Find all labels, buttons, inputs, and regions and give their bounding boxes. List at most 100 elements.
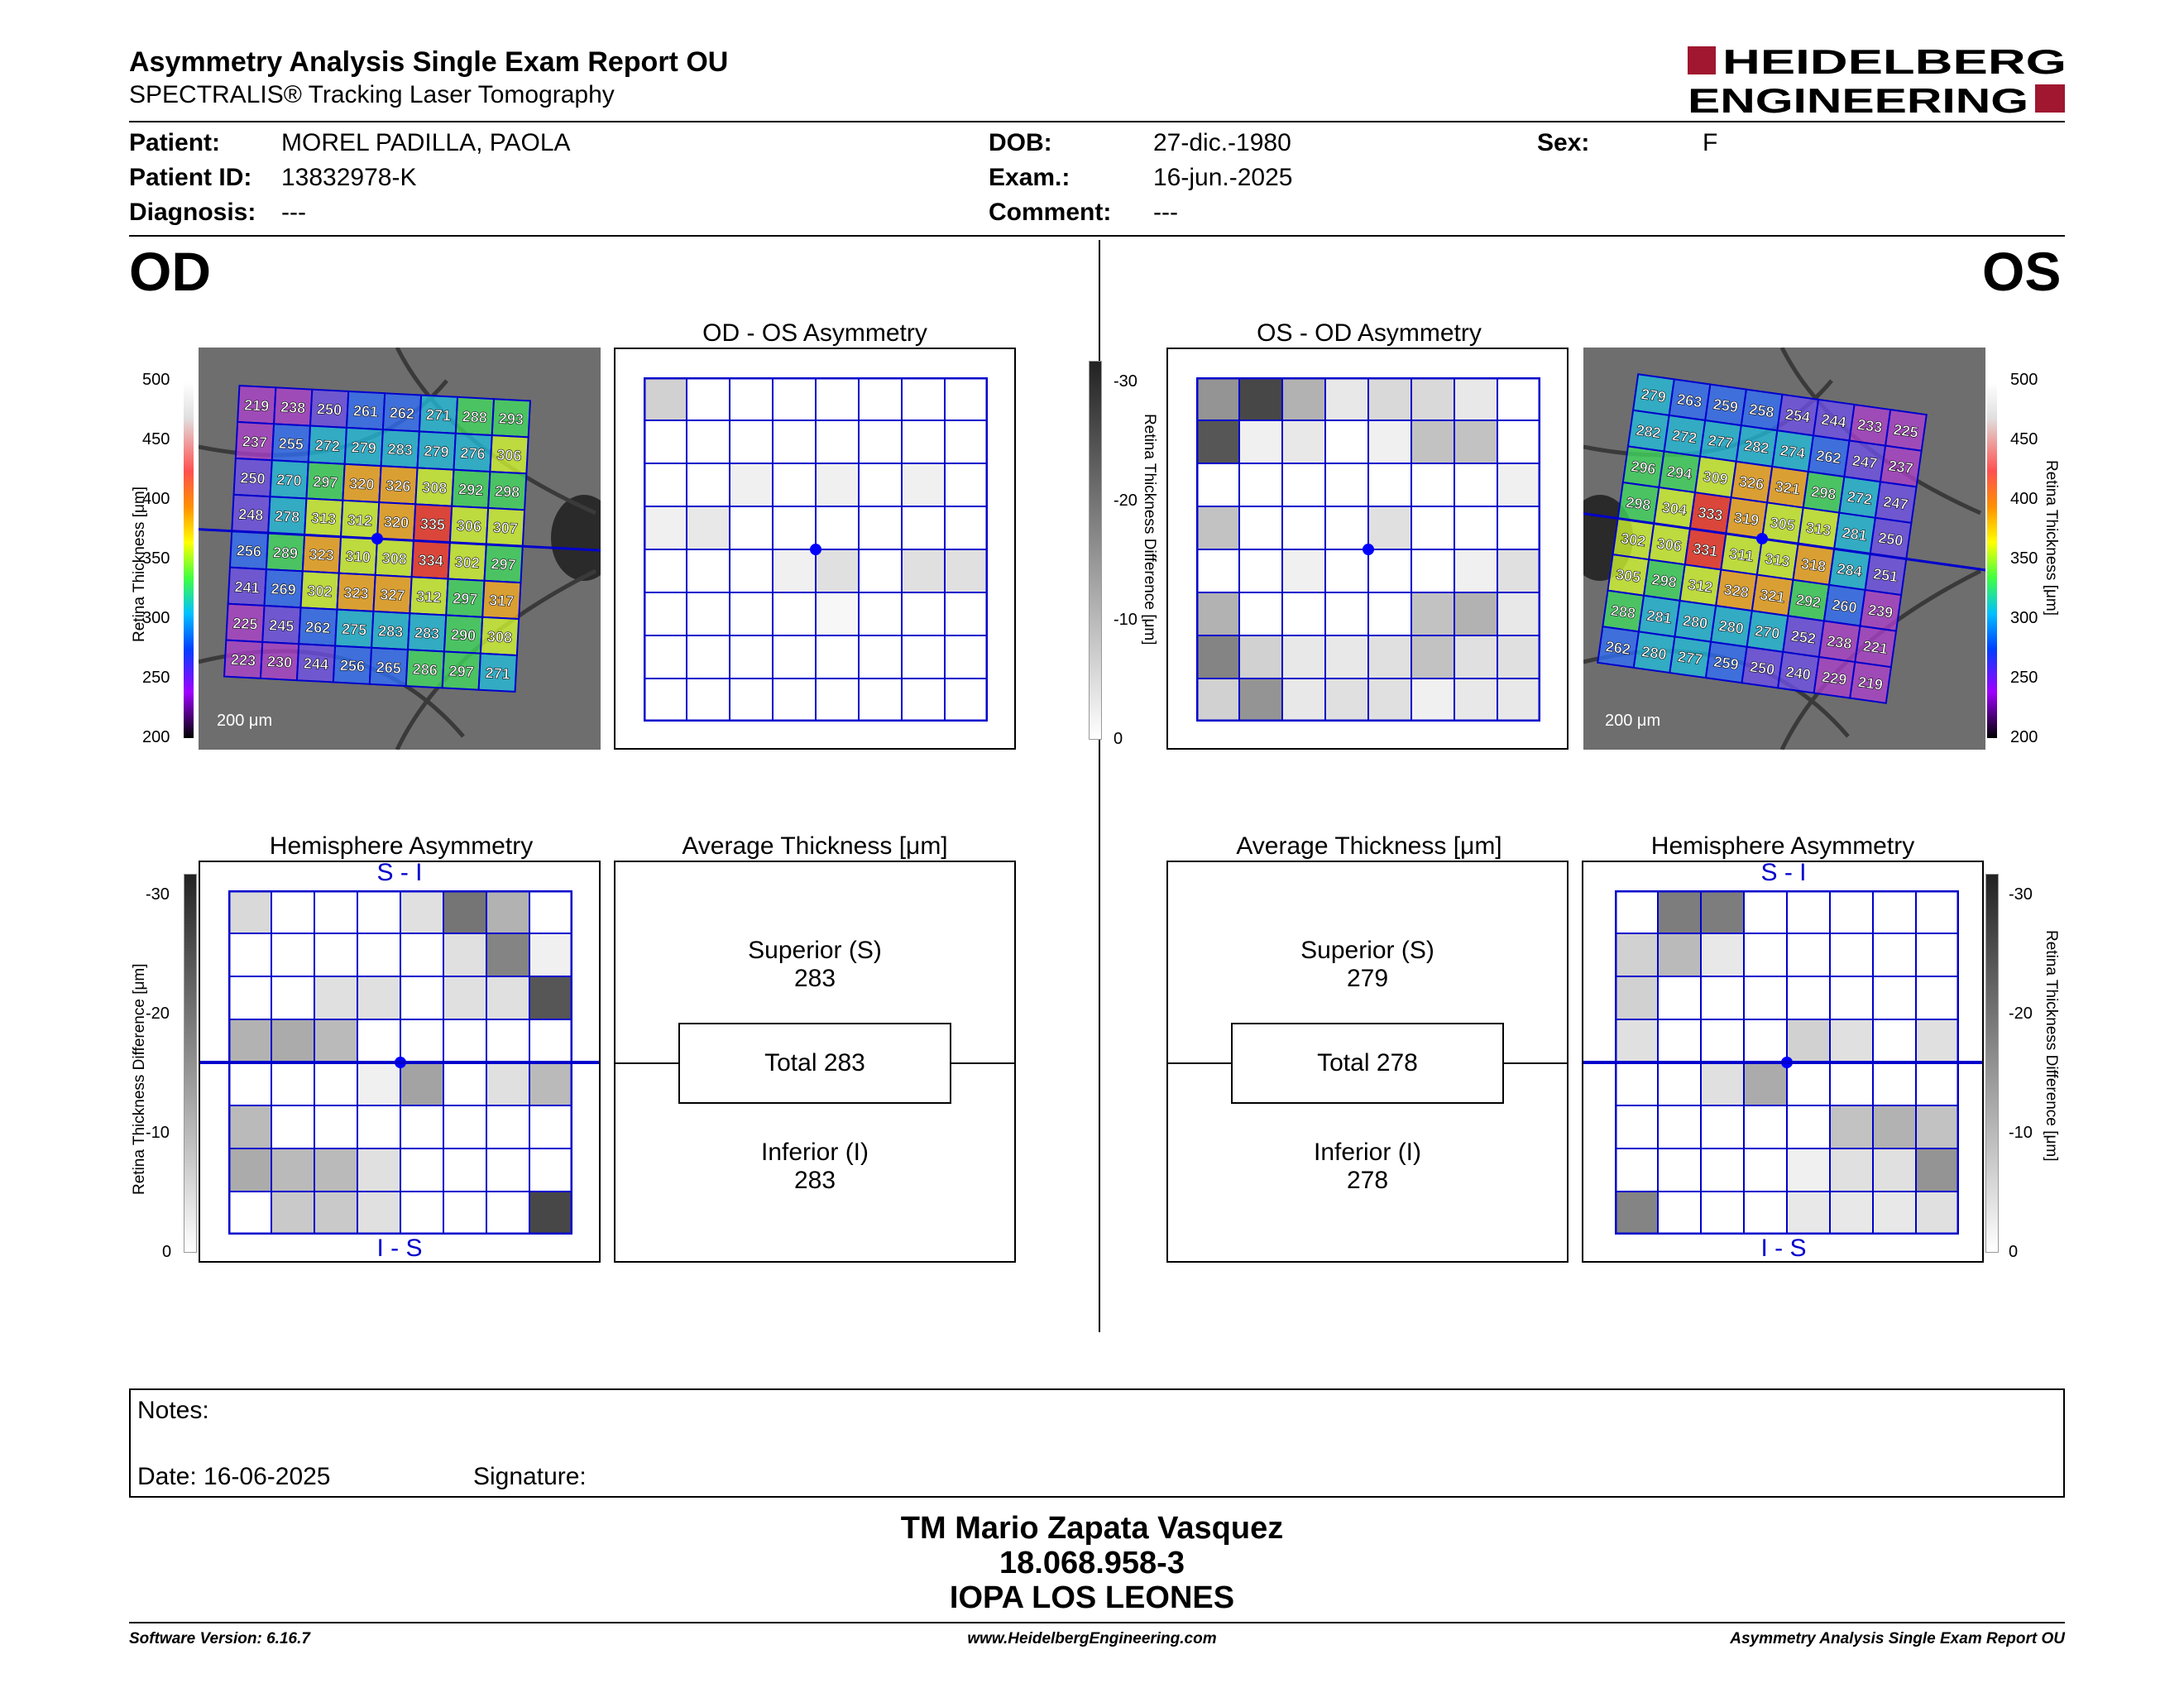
grid-cell bbox=[1410, 463, 1455, 507]
grid-border bbox=[1195, 376, 1541, 722]
grid-cell bbox=[1454, 592, 1498, 636]
grid-cell bbox=[314, 1062, 358, 1106]
software-version: Software Version: 6.16.7 bbox=[129, 1630, 310, 1647]
info-divider bbox=[129, 235, 2065, 237]
thickness-value: 293 bbox=[498, 410, 524, 428]
grid-cell bbox=[1410, 678, 1455, 722]
grid-cell bbox=[1281, 506, 1326, 550]
grid-cell bbox=[400, 933, 444, 977]
thickness-value: 296 bbox=[1630, 458, 1657, 477]
logo-line-2: ENGINEERING bbox=[1688, 81, 2028, 117]
grid-cell bbox=[772, 635, 817, 679]
thickness-value: 313 bbox=[1764, 550, 1791, 570]
thickness-value: 290 bbox=[451, 626, 477, 645]
dob-value: 27-dic.-1980 bbox=[1153, 129, 1291, 156]
grid-cell bbox=[1410, 592, 1455, 636]
grid-cell bbox=[1872, 976, 1917, 1020]
logo-line-1: HEIDELBERG bbox=[1722, 43, 2067, 81]
thickness-value: 326 bbox=[1738, 473, 1765, 493]
grid-cell bbox=[486, 976, 530, 1020]
grid-cell bbox=[643, 506, 687, 550]
grid-cell bbox=[271, 1148, 315, 1192]
grid-cell bbox=[529, 1019, 573, 1063]
os-hemi-tick: 0 bbox=[2009, 1243, 2019, 1261]
grid-cell bbox=[1829, 976, 1874, 1020]
thickness-value: 326 bbox=[386, 477, 411, 495]
os-hemi-svg bbox=[1614, 890, 1960, 1235]
os-hemi-top-label: S - I bbox=[1760, 859, 1807, 886]
grid-cell bbox=[228, 1148, 272, 1192]
thickness-value: 292 bbox=[1795, 592, 1822, 611]
patient-id: 13832978-K bbox=[281, 164, 417, 191]
thickness-value: 298 bbox=[1650, 571, 1678, 591]
os-fundus-image: 279 263 259 258 254 244 233 225 282 272 277 282 274 2… bbox=[1583, 348, 1985, 750]
grid-cell bbox=[443, 1019, 487, 1063]
os-scale-label: 200 μm bbox=[1605, 712, 1661, 730]
od-fundus-svg: 219 238 250 261 262 271 288 293 237 255 272 279 283 2… bbox=[199, 348, 601, 750]
grid-cell bbox=[1195, 635, 1240, 679]
os-hemi-tick: -30 bbox=[2009, 885, 2033, 904]
sex-value: F bbox=[1703, 129, 1718, 156]
grid-cell bbox=[858, 376, 903, 421]
od-superior-value: 283 bbox=[793, 965, 836, 992]
grid-cell bbox=[1743, 1105, 1788, 1149]
os-hemi-grid bbox=[1614, 890, 1960, 1235]
grid-cell bbox=[643, 549, 687, 593]
grid-cell bbox=[858, 549, 903, 593]
thickness-value: 282 bbox=[1743, 437, 1770, 457]
thickness-value: 327 bbox=[380, 586, 405, 604]
od-hemi-tick: -10 bbox=[146, 1124, 170, 1142]
grid-cell bbox=[1915, 1148, 1960, 1192]
thickness-value: 298 bbox=[1625, 494, 1652, 514]
thickness-value: 250 bbox=[317, 400, 342, 419]
thickness-value: 225 bbox=[232, 615, 258, 633]
grid-cell bbox=[400, 1105, 444, 1149]
optic-disc bbox=[551, 495, 601, 581]
grid-cell bbox=[1281, 678, 1326, 722]
thickness-value: 265 bbox=[376, 659, 401, 677]
grid-cell bbox=[443, 1105, 487, 1149]
os-hemi-title: Hemisphere Asymmetry bbox=[1650, 832, 1915, 860]
thickness-value: 320 bbox=[349, 475, 375, 493]
thickness-value: 298 bbox=[1810, 483, 1837, 503]
grid-cell bbox=[1872, 1019, 1917, 1063]
os-hemi-midline bbox=[1583, 1061, 1982, 1064]
grid-cell bbox=[400, 976, 444, 1020]
grid-cell bbox=[643, 420, 687, 464]
thickness-grid: 279 263 259 258 254 244 233 225 282 272 277 282 274 2… bbox=[1583, 373, 1985, 704]
grid-cell bbox=[1324, 678, 1369, 722]
thickness-value: 270 bbox=[1754, 622, 1781, 642]
thickness-value: 275 bbox=[342, 621, 367, 639]
grid-cell bbox=[1786, 1148, 1831, 1192]
thickness-value: 262 bbox=[389, 405, 414, 423]
od-thickness-tick: 450 bbox=[142, 430, 170, 448]
thickness-value: 245 bbox=[269, 616, 295, 635]
thickness-value: 304 bbox=[1661, 499, 1688, 519]
thickness-value: 271 bbox=[485, 664, 510, 683]
grid-cell bbox=[729, 420, 774, 464]
thickness-value: 282 bbox=[1635, 422, 1662, 442]
thickness-value: 251 bbox=[1872, 565, 1899, 585]
thickness-value: 308 bbox=[381, 549, 407, 568]
grid-cell bbox=[271, 1191, 315, 1235]
horizontal-axis-line bbox=[1583, 510, 1985, 573]
grid-cell bbox=[1786, 1019, 1831, 1063]
grid-cell bbox=[1786, 1105, 1831, 1149]
grid-cell bbox=[1743, 976, 1788, 1020]
grid-cell bbox=[271, 1105, 315, 1149]
grid-cell bbox=[1700, 1148, 1745, 1192]
thickness-value: 309 bbox=[1702, 468, 1729, 487]
grid-cell bbox=[1657, 1148, 1702, 1192]
os-hemi-panel bbox=[1582, 861, 1984, 1263]
thickness-value: 323 bbox=[309, 546, 334, 564]
grid-cell bbox=[1743, 933, 1788, 977]
grid-cell bbox=[271, 976, 315, 1020]
od-fundus-image: 219 238 250 261 262 271 288 293 237 255 272 279 283 2… bbox=[199, 348, 601, 750]
thickness-value: 277 bbox=[1677, 648, 1704, 668]
report-title: Asymmetry Analysis Single Exam Report OU bbox=[129, 46, 729, 78]
website-link[interactable]: www.HeidelbergEngineering.com bbox=[967, 1630, 1217, 1647]
os-thickness-tick: 450 bbox=[2010, 430, 2038, 448]
grid-cell bbox=[400, 1191, 444, 1235]
thickness-value: 258 bbox=[1748, 400, 1775, 420]
date-label: Date: 16-06-2025 bbox=[137, 1463, 331, 1490]
